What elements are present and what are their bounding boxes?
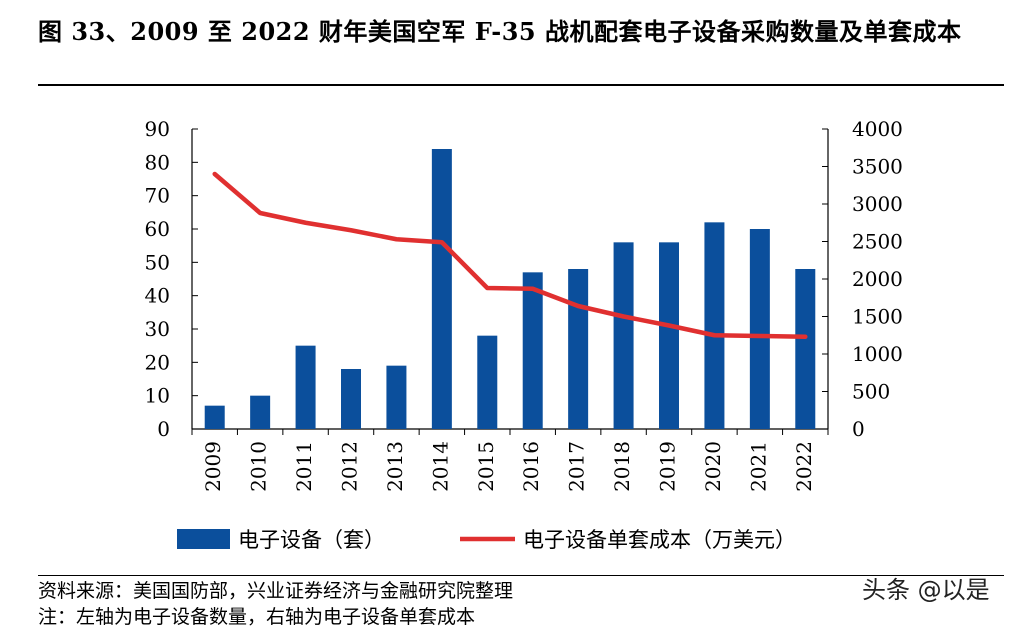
- bar: [432, 149, 452, 429]
- y-right-tick-label: 1500: [852, 305, 903, 329]
- x-tick-label: 2015: [474, 441, 498, 492]
- legend-label-bar: 电子设备（套）: [238, 528, 385, 552]
- x-tick-label: 2021: [746, 441, 770, 492]
- bar: [477, 336, 497, 429]
- y-left-tick-label: 10: [145, 384, 170, 408]
- bar: [205, 406, 225, 429]
- y-left-tick-label: 0: [157, 417, 170, 441]
- x-tick-label: 2009: [201, 441, 225, 492]
- y-right-tick-label: 2500: [852, 230, 903, 254]
- x-tick-label: 2014: [428, 441, 452, 492]
- chart-area: 0 10 20 30 40 50 60 70 80 90 0 500 1000 1500 2000 2500 3…: [0, 0, 1020, 617]
- x-tick-label: 2019: [656, 441, 680, 492]
- y-right-tick-label: 3500: [852, 155, 903, 179]
- bar: [386, 366, 406, 429]
- bar: [795, 269, 815, 429]
- y-left-tick-label: 60: [145, 217, 170, 241]
- bar: [568, 269, 588, 429]
- bar: [341, 369, 361, 429]
- bar: [704, 222, 724, 429]
- y-left-tick-label: 80: [145, 150, 170, 174]
- x-tick-label: 2016: [519, 441, 543, 492]
- y-right-tick-label: 4000: [852, 117, 903, 141]
- x-tick-label: 2011: [292, 441, 316, 492]
- x-tick-label: 2010: [247, 441, 271, 492]
- bar: [523, 272, 543, 429]
- x-tick-label: 2013: [383, 441, 407, 492]
- y-right-tick-label: 500: [852, 380, 890, 404]
- bar: [659, 242, 679, 429]
- y-right-tick-label: 2000: [852, 267, 903, 291]
- y-left-tick-label: 20: [145, 350, 170, 374]
- watermark: 头条 @以是: [862, 570, 990, 605]
- bar: [614, 242, 634, 429]
- bar: [296, 346, 316, 429]
- y-left-tick-label: 90: [145, 117, 170, 141]
- y-left-tick-label: 70: [145, 184, 170, 208]
- y-right-tick-label: 1000: [852, 342, 903, 366]
- source-divider: [38, 575, 1004, 576]
- chart-axes: [192, 129, 828, 435]
- x-tick-label: 2012: [338, 441, 362, 492]
- legend-swatch-bar: [177, 529, 230, 549]
- x-tick-label: 2022: [792, 441, 816, 492]
- note-text: 注：左轴为电子设备数量，右轴为电子设备单套成本: [38, 604, 475, 630]
- x-tick-label: 2020: [701, 441, 725, 492]
- legend: 电子设备（套） 电子设备单套成本（万美元）: [177, 528, 796, 552]
- x-tick-label: 2017: [565, 441, 589, 492]
- bar: [750, 229, 770, 429]
- y-left-tick-label: 40: [145, 284, 170, 308]
- y-left-tick-label: 30: [145, 317, 170, 341]
- y-right-tick-label: 3000: [852, 192, 903, 216]
- source-text: 资料来源：美国国防部，兴业证券经济与金融研究院整理: [38, 578, 513, 604]
- bar: [250, 396, 270, 429]
- legend-label-line: 电子设备单套成本（万美元）: [523, 528, 796, 552]
- y-right-tick-label: 0: [852, 417, 865, 441]
- y-left-tick-label: 50: [145, 250, 170, 274]
- x-tick-label: 2018: [610, 441, 634, 492]
